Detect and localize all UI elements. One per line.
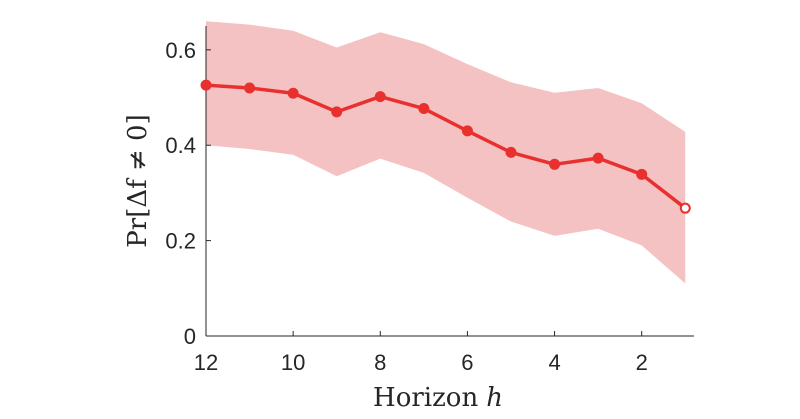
data-point [200, 79, 212, 91]
ticks-layer: 12 10 8 6 4 2 0 0.2 0.4 0.6 [165, 38, 647, 375]
y-axis-title: Pr[Δf ≠ 0] [123, 114, 153, 247]
series-line-layer [205, 83, 687, 210]
data-point [244, 82, 256, 94]
x-tick-label: 10 [281, 350, 305, 375]
data-point [461, 125, 473, 137]
x-tick-label: 12 [194, 350, 218, 375]
data-point [679, 202, 691, 214]
y-tick-label: 0.2 [165, 229, 196, 254]
series-marker-layer [200, 79, 691, 214]
axes-layer [205, 26, 694, 337]
data-point [287, 87, 299, 99]
confidence-band-layer [206, 21, 686, 284]
confidence-band [206, 21, 686, 284]
y-tick-label: 0.6 [165, 38, 196, 63]
data-point [549, 158, 561, 170]
y-tick-label: 0.4 [165, 133, 196, 158]
data-point [636, 168, 648, 180]
x-tick-label: 2 [636, 350, 648, 375]
data-point [418, 103, 430, 115]
data-point [374, 91, 386, 103]
data-point [592, 152, 604, 164]
x-axis-title: Horizon h [373, 383, 503, 413]
series-line [205, 83, 687, 210]
x-tick-label: 6 [461, 350, 473, 375]
x-tick-label: 4 [548, 350, 560, 375]
data-point [505, 146, 517, 158]
y-tick-label: 0 [184, 324, 196, 349]
x-tick-label: 8 [374, 350, 386, 375]
x-axis-title-prefix: Horizon [373, 383, 478, 413]
x-axis-title-variable: h [486, 383, 503, 413]
data-point [331, 106, 343, 118]
